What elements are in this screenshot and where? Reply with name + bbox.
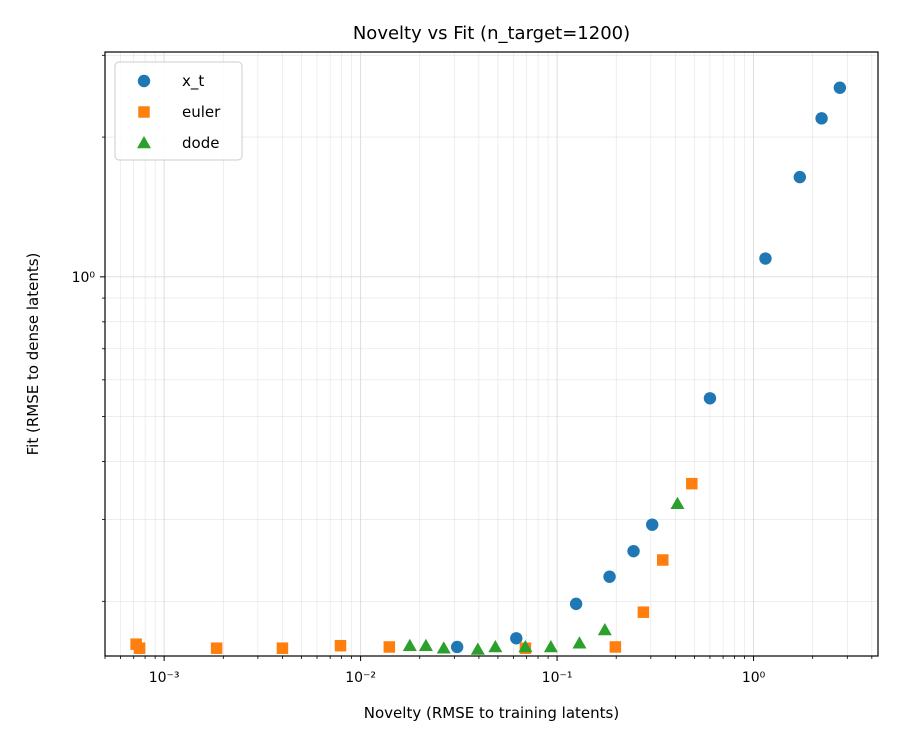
legend-marker-euler — [138, 106, 150, 118]
legend-box — [114, 61, 243, 161]
x-t-point — [833, 81, 847, 94]
euler-point — [383, 641, 396, 653]
y-axis-label: Fit (RMSE to dense latents) — [24, 253, 42, 456]
x-tick-label: 10⁻³ — [149, 670, 180, 686]
dode-point — [518, 639, 533, 653]
axis-ticks: 10⁻³ 10⁻² 10⁻¹ 10⁰ 10⁰ — [72, 54, 873, 686]
dode-point — [470, 642, 485, 655]
x-t-point — [703, 392, 717, 405]
legend-label-dode: dode — [182, 134, 219, 152]
euler-point — [334, 639, 347, 652]
data-points — [130, 81, 847, 655]
legend-marker-dode — [137, 136, 151, 149]
euler-point — [609, 641, 622, 653]
series-x-t — [450, 81, 847, 654]
euler-point — [133, 642, 146, 654]
dode-point — [418, 638, 433, 651]
dode-point — [543, 639, 558, 653]
euler-point — [210, 642, 223, 654]
x-t-point — [510, 632, 523, 645]
x-t-point — [793, 170, 807, 184]
x-t-point — [450, 640, 464, 654]
x-tick-label: 10⁻¹ — [542, 670, 573, 686]
legend-marker-x-t — [137, 74, 151, 88]
x-t-point — [646, 518, 659, 531]
dode-point — [572, 636, 587, 649]
euler-point — [276, 642, 289, 654]
x-t-point — [603, 570, 616, 583]
euler-point — [686, 477, 698, 490]
y-tick-label: 10⁰ — [72, 270, 96, 286]
series-dode — [402, 496, 685, 655]
chart-title: Novelty vs Fit (n_target=1200) — [353, 23, 630, 44]
euler-point — [656, 554, 669, 566]
dode-point — [402, 638, 417, 651]
plot-frame — [104, 51, 879, 657]
dode-point — [670, 496, 685, 510]
legend-label-euler: euler — [182, 103, 221, 121]
x-axis-label: Novelty (RMSE to training latents) — [364, 704, 619, 722]
x-t-point — [627, 544, 640, 558]
dode-point — [436, 641, 451, 654]
x-t-point — [569, 597, 583, 611]
dode-point — [488, 639, 503, 653]
dode-point — [597, 622, 612, 636]
x-t-point — [815, 112, 828, 125]
x-tick-label: 10⁰ — [742, 670, 766, 686]
x-tick-label: 10⁻² — [345, 670, 376, 686]
euler-point — [637, 606, 650, 618]
legend-label-x-t: x_t — [182, 72, 204, 91]
x-t-point — [759, 252, 772, 265]
